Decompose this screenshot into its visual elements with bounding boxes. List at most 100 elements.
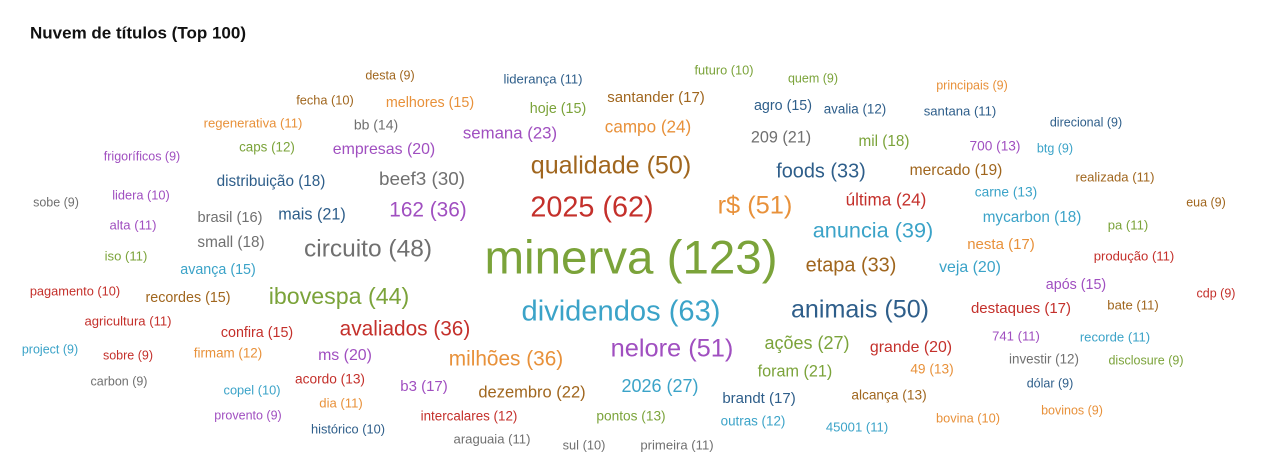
word: agricultura (11) bbox=[84, 313, 171, 328]
word: bate (11) bbox=[1107, 297, 1158, 312]
word: campo (24) bbox=[605, 118, 691, 137]
word: pontos (13) bbox=[596, 409, 665, 424]
word: histórico (10) bbox=[311, 421, 385, 436]
word: disclosure (9) bbox=[1108, 353, 1183, 367]
word: mil (18) bbox=[859, 133, 910, 150]
word: alta (11) bbox=[109, 217, 156, 232]
word: bb (14) bbox=[354, 117, 398, 133]
word: carbon (9) bbox=[91, 374, 148, 388]
word: liderança (11) bbox=[503, 71, 582, 86]
word: alcança (13) bbox=[851, 388, 926, 403]
word: 162 (36) bbox=[389, 199, 466, 222]
word: pagamento (10) bbox=[30, 283, 120, 298]
word: mais (21) bbox=[278, 205, 345, 223]
word: brandt (17) bbox=[722, 390, 795, 407]
word: milhões (36) bbox=[449, 348, 563, 371]
word: recordes (15) bbox=[145, 290, 230, 306]
word: após (15) bbox=[1046, 277, 1106, 293]
word: b3 (17) bbox=[400, 378, 448, 395]
chart-title: Nuvem de títulos (Top 100) bbox=[30, 23, 246, 42]
word: ações (27) bbox=[764, 333, 849, 353]
word: 741 (11) bbox=[992, 328, 1040, 343]
word: agro (15) bbox=[754, 98, 812, 114]
word: dia (11) bbox=[319, 395, 362, 410]
word: nesta (17) bbox=[967, 236, 1035, 253]
word: desta (9) bbox=[365, 68, 414, 82]
word: dólar (9) bbox=[1027, 376, 1074, 390]
word: fecha (10) bbox=[296, 92, 354, 107]
word: pa (11) bbox=[1108, 217, 1149, 232]
word: nelore (51) bbox=[611, 335, 734, 363]
word: mycarbon (18) bbox=[983, 209, 1082, 226]
word: realizada (11) bbox=[1075, 169, 1154, 184]
word: 2026 (27) bbox=[621, 376, 698, 396]
word: última (24) bbox=[846, 191, 927, 210]
word: melhores (15) bbox=[386, 95, 474, 111]
word: santander (17) bbox=[607, 89, 705, 106]
word: destaques (17) bbox=[971, 300, 1071, 317]
word: copel (10) bbox=[224, 382, 281, 397]
word: caps (12) bbox=[239, 140, 295, 155]
word: etapa (33) bbox=[806, 254, 897, 276]
word: distribuição (18) bbox=[217, 173, 326, 190]
word: empresas (20) bbox=[333, 141, 435, 158]
word: sobre (9) bbox=[103, 348, 153, 362]
word: outras (12) bbox=[721, 414, 786, 429]
word: provento (9) bbox=[214, 408, 281, 422]
word: animais (50) bbox=[791, 296, 929, 324]
word: frigoríficos (9) bbox=[104, 149, 180, 163]
word: 45001 (11) bbox=[826, 419, 888, 434]
word: ibovespa (44) bbox=[269, 283, 410, 309]
word: investir (12) bbox=[1009, 352, 1079, 367]
word: produção (11) bbox=[1094, 248, 1175, 263]
word: project (9) bbox=[22, 342, 78, 356]
word: firmam (12) bbox=[194, 346, 262, 361]
word: dividendos (63) bbox=[522, 296, 721, 328]
word: 209 (21) bbox=[751, 128, 811, 146]
word: mercado (19) bbox=[910, 162, 1003, 179]
word: 2025 (62) bbox=[530, 192, 653, 224]
word: avança (15) bbox=[180, 262, 256, 278]
word: grande (20) bbox=[870, 339, 952, 356]
word: regenerativa (11) bbox=[204, 115, 303, 130]
word: 700 (13) bbox=[970, 139, 1021, 154]
word: direcional (9) bbox=[1050, 115, 1122, 129]
word: bovinos (9) bbox=[1041, 403, 1103, 417]
word: acordo (13) bbox=[295, 372, 365, 387]
word: ms (20) bbox=[318, 347, 372, 364]
word: foram (21) bbox=[758, 362, 833, 380]
word: araguaia (11) bbox=[454, 431, 531, 446]
word: primeira (11) bbox=[640, 437, 713, 452]
word: r$ (51) bbox=[718, 192, 793, 220]
word: semana (23) bbox=[463, 123, 557, 142]
word: beef3 (30) bbox=[379, 169, 465, 190]
word: foods (33) bbox=[776, 160, 866, 182]
word: avaliados (36) bbox=[340, 318, 471, 341]
word: intercalares (12) bbox=[421, 409, 518, 424]
word: eua (9) bbox=[1186, 195, 1226, 209]
word: minerva (123) bbox=[484, 232, 777, 285]
word: brasil (16) bbox=[198, 210, 263, 226]
word: qualidade (50) bbox=[531, 152, 691, 180]
word: sobe (9) bbox=[33, 195, 79, 209]
word: dezembro (22) bbox=[478, 383, 585, 401]
word: santana (11) bbox=[924, 103, 997, 118]
word: lidera (10) bbox=[112, 187, 170, 202]
word: cdp (9) bbox=[1197, 286, 1236, 300]
word: principais (9) bbox=[936, 78, 1008, 92]
word: avalia (12) bbox=[824, 102, 887, 117]
word: futuro (10) bbox=[694, 62, 753, 77]
word: confira (15) bbox=[221, 325, 293, 341]
word: sul (10) bbox=[563, 437, 606, 452]
word: 49 (13) bbox=[910, 362, 953, 377]
word: bovina (10) bbox=[936, 410, 1000, 425]
word: small (18) bbox=[197, 234, 264, 251]
word: anuncia (39) bbox=[813, 218, 934, 243]
word: recorde (11) bbox=[1080, 329, 1150, 344]
word: hoje (15) bbox=[530, 101, 586, 117]
word: quem (9) bbox=[788, 71, 838, 85]
word: carne (13) bbox=[975, 185, 1037, 200]
word: circuito (48) bbox=[304, 235, 432, 262]
